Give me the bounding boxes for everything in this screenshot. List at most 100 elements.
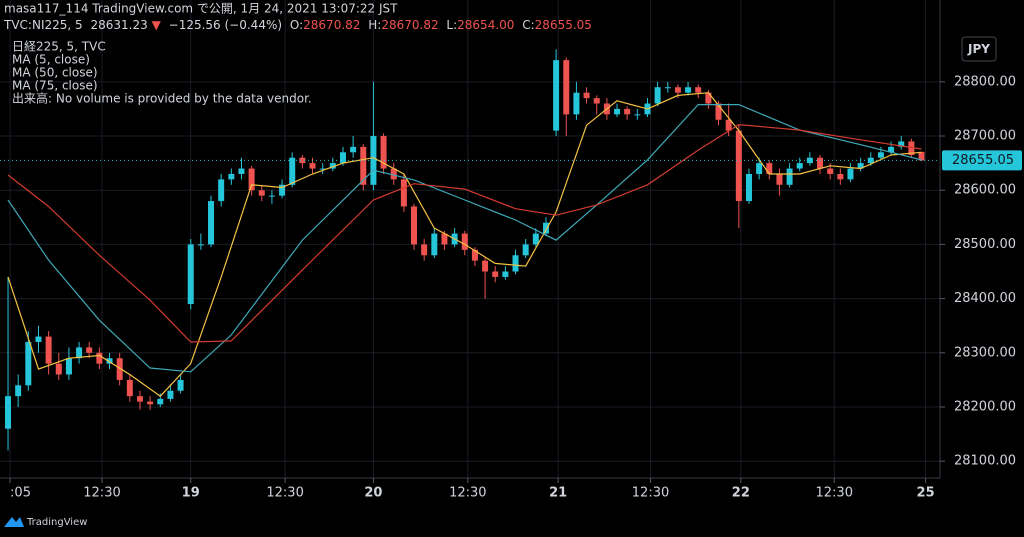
candle-body	[624, 108, 631, 115]
candle-body	[400, 179, 407, 207]
candle-body	[745, 173, 752, 202]
x-tick-label: 12:30	[632, 486, 669, 501]
candle-body	[390, 168, 397, 180]
candle-body	[126, 379, 133, 397]
axes: 28100.00 28200.00 28300.00 28400.00 28500.00…	[9, 74, 1022, 501]
candle-body	[867, 157, 874, 164]
change-arrow: ▼	[152, 18, 162, 32]
y-tick-label: 28200.00	[954, 400, 1016, 415]
candle-body	[25, 341, 32, 386]
candle-body	[421, 244, 428, 256]
candle-body	[837, 173, 844, 180]
candle-body	[187, 244, 194, 305]
candle-body	[482, 260, 489, 272]
legend-main: 日経225, 5, TVC	[12, 40, 106, 54]
x-tick-label: :05	[10, 486, 31, 501]
candle-body	[218, 179, 225, 202]
candle-body	[705, 92, 712, 104]
candle-body	[299, 157, 306, 164]
candle-body	[806, 157, 813, 164]
candle-body	[147, 401, 154, 405]
candle-body	[360, 146, 367, 185]
candle-body	[573, 92, 580, 115]
currency-button[interactable]	[961, 36, 997, 62]
ma-line	[7, 104, 922, 373]
candle-body	[86, 347, 93, 353]
candle-body	[898, 141, 905, 147]
brand-logo: TradingView	[4, 517, 87, 528]
legend-entry: MA (5, close)	[12, 53, 90, 67]
y-tick-label: 28100.00	[954, 454, 1016, 469]
marks	[0, 49, 940, 451]
ohlc-value: 28655.05	[535, 18, 592, 32]
candle-body	[471, 249, 478, 261]
candle-body	[96, 352, 103, 364]
candle-body	[106, 358, 113, 364]
candle-body	[350, 146, 357, 153]
candle-body	[411, 206, 418, 245]
candle-body	[441, 233, 448, 245]
candle-body	[208, 201, 215, 245]
last-price-tag	[942, 150, 1022, 171]
x-tick-label: 19	[182, 486, 200, 501]
volume-note: 出来高: No volume is provided by the data v…	[12, 91, 312, 106]
candle-body	[289, 157, 296, 185]
candle-body	[908, 141, 915, 155]
quote: 28631.23	[90, 18, 147, 32]
candle-body	[157, 398, 164, 405]
y-tick-label: 28800.00	[954, 74, 1016, 89]
candle-body	[45, 336, 52, 364]
candle-body	[238, 168, 245, 174]
candle-body	[725, 119, 732, 131]
candle-body	[766, 163, 773, 174]
brand-name: TradingView	[26, 517, 87, 528]
candle-body	[857, 163, 864, 169]
x-tick-label: 12:30	[449, 486, 486, 501]
symbol: TVC:NI225, 5	[3, 18, 83, 32]
candle-body	[15, 385, 22, 397]
candle-body	[817, 157, 824, 169]
candle-body	[370, 136, 377, 185]
candle-body	[248, 168, 255, 191]
candle-body	[279, 184, 286, 196]
candle-body	[167, 390, 174, 399]
y-tick-label: 28500.00	[954, 237, 1016, 252]
x-tick-label: 21	[549, 486, 567, 501]
change: −125.56 (−0.44%)	[169, 18, 282, 32]
legend-entry: MA (50, close)	[12, 66, 98, 80]
candle-body	[431, 233, 438, 256]
ohlc-label: L:	[446, 18, 457, 32]
ohlc-value: 28670.82	[303, 18, 360, 32]
candle-body	[177, 379, 184, 391]
candle-body	[756, 163, 763, 174]
candle-body	[654, 87, 661, 104]
candle-body	[776, 173, 783, 185]
candle-body	[339, 152, 346, 164]
candle-body	[116, 358, 123, 380]
candle-body	[664, 87, 671, 89]
candle-body	[735, 130, 742, 202]
candle-body	[715, 103, 722, 120]
candle-body	[888, 146, 895, 153]
y-tick-label: 28600.00	[954, 183, 1016, 198]
candle-body	[5, 396, 12, 429]
candle-body	[918, 151, 925, 161]
candle-body	[685, 87, 692, 93]
candle-body	[674, 87, 681, 93]
ma-line	[7, 92, 922, 397]
x-tick-label: 25	[917, 486, 935, 501]
candle-body	[786, 168, 793, 185]
candle-body	[553, 60, 560, 131]
x-tick-label: 12:30	[816, 486, 853, 501]
currency-label[interactable]: JPY	[967, 42, 990, 56]
y-tick-label: 28400.00	[954, 291, 1016, 306]
candle-body	[563, 60, 570, 115]
candle-body	[492, 271, 499, 277]
candle-body	[461, 233, 468, 250]
candle-body	[35, 336, 42, 342]
ma-line	[7, 123, 922, 343]
candle-body	[258, 190, 265, 196]
candle-body	[532, 233, 539, 245]
logo-icon	[4, 517, 24, 527]
